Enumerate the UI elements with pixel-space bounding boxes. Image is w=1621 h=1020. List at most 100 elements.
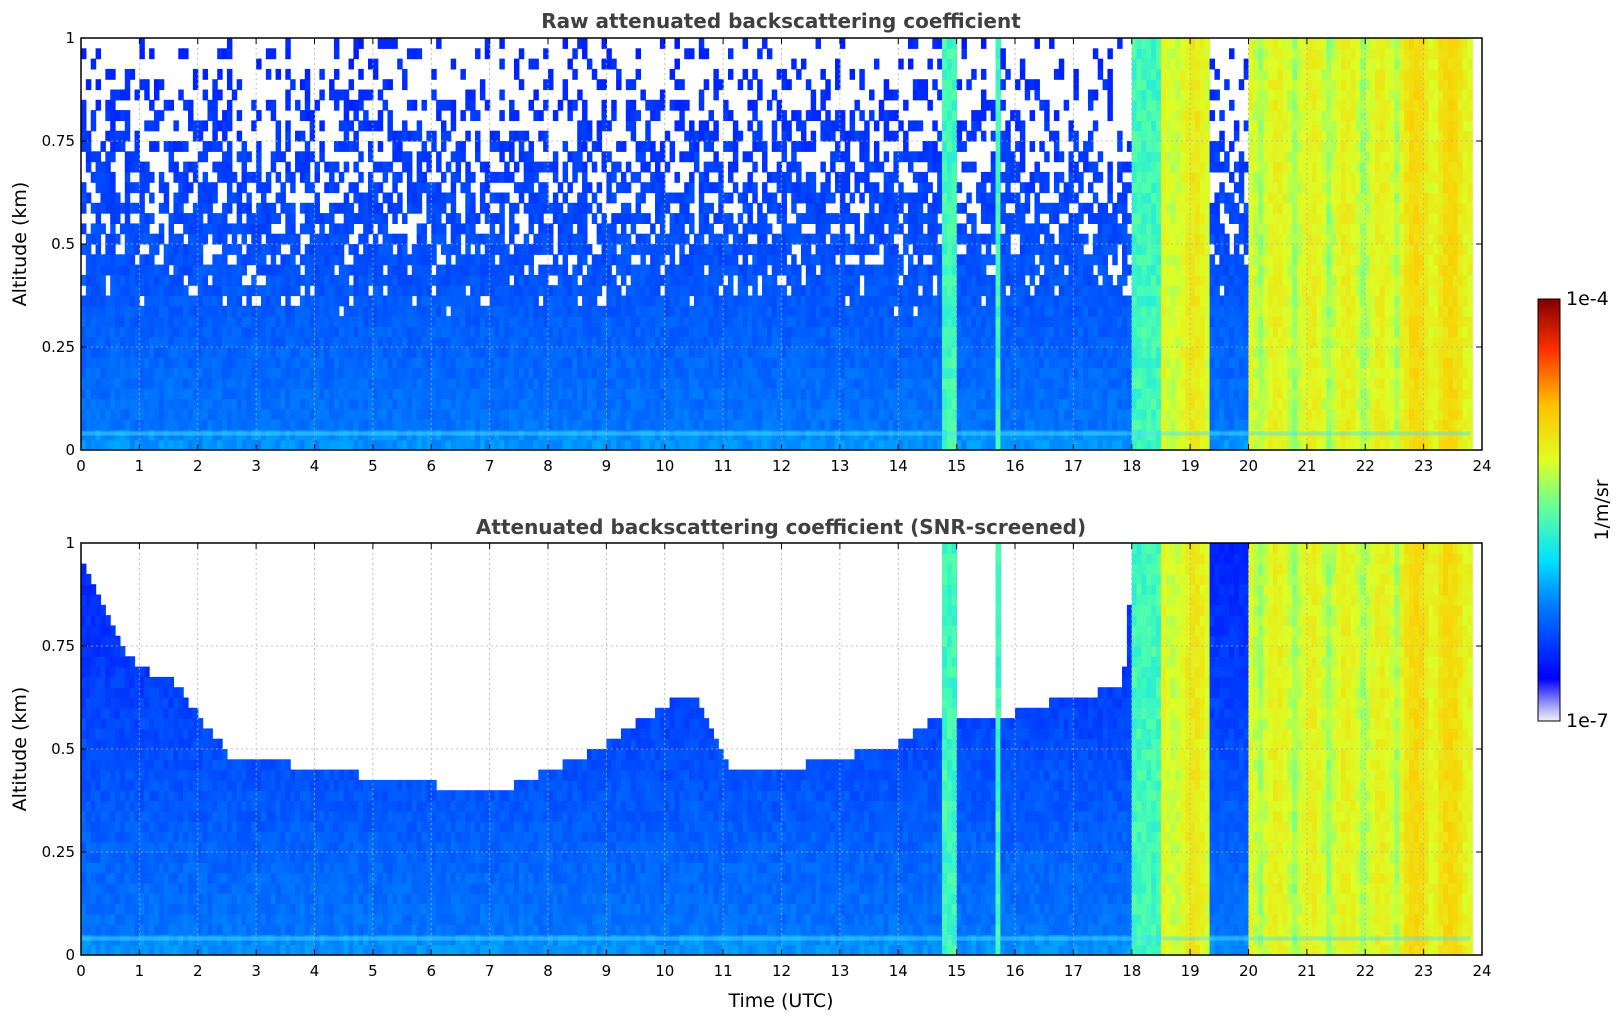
heatmap-cell [907,213,914,224]
heatmap-cell [499,254,505,266]
heatmap-cell [659,408,666,420]
heatmap-cell [178,377,184,389]
heatmap-cell [285,48,291,60]
heatmap-cell [664,388,671,400]
heatmap-cell [163,316,170,327]
heatmap-cell [810,110,817,121]
heatmap-cell [635,357,642,369]
heatmap-cell [664,316,671,327]
heatmap-cell [406,357,413,369]
heatmap-cell [533,429,539,441]
heatmap-cell [922,295,929,307]
heatmap-cell [489,367,496,379]
heatmap-cell [251,120,257,132]
heatmap-cell [655,151,661,163]
heatmap-cell [737,429,744,441]
heatmap-cell [285,439,291,450]
heatmap-cell [669,254,676,266]
heatmap-cell [873,388,880,400]
heatmap-cell [849,377,856,389]
heatmap-cell [523,316,530,327]
heatmap-cell [173,285,179,297]
heatmap-cell [226,388,233,400]
heatmap-cell [674,192,680,204]
heatmap-cell [766,274,773,286]
heatmap-cell [698,336,705,348]
heatmap-cell [231,377,238,389]
heatmap-cell [256,264,262,276]
heatmap-cell [776,233,783,245]
heatmap-cell [830,347,836,358]
heatmap-cell [645,130,651,142]
heatmap-cell [689,377,695,389]
heatmap-cell [864,429,870,441]
heatmap-cell [197,151,204,163]
heatmap-cell [664,295,671,307]
heatmap-cell [460,439,466,450]
heatmap-cell [873,192,880,204]
heatmap-cell [411,439,418,450]
heatmap-cell [835,419,841,430]
heatmap-cell [893,367,899,379]
heatmap-cell [372,264,379,276]
heatmap-cell [582,274,588,286]
heatmap-cell [285,274,291,286]
heatmap-cell [796,68,802,80]
heatmap-cell [280,233,286,245]
heatmap-cell [202,377,209,389]
heatmap-cell [168,336,175,348]
heatmap-cell [95,244,102,255]
heatmap-cell [937,264,943,276]
heatmap-cell [582,377,588,389]
heatmap-cell [436,357,442,369]
heatmap-cell [917,151,924,163]
heatmap-cell [825,192,831,204]
heatmap-cell [324,429,330,441]
heatmap-cell [825,79,831,91]
heatmap-cell [596,388,603,400]
heatmap-cell [854,326,860,338]
heatmap-cell [835,357,841,369]
heatmap-cell [124,171,131,183]
heatmap-cell [90,295,97,307]
heatmap-cell [786,182,792,194]
heatmap-cell [830,388,836,400]
heatmap-cell [907,233,914,245]
heatmap-cell [124,326,131,338]
heatmap-cell [489,274,496,286]
heatmap-cell [635,68,642,80]
heatmap-cell [645,439,651,450]
heatmap-cell [450,419,457,430]
heatmap-cell [197,264,204,276]
heatmap-cell [878,213,885,224]
heatmap-cell [528,408,534,420]
heatmap-cell [188,295,194,307]
heatmap-cell [942,151,948,163]
heatmap-cell [640,192,646,204]
heatmap-cell [601,120,607,132]
heatmap-cell [309,233,316,245]
heatmap-cell [363,233,369,245]
heatmap-cell [888,244,894,255]
heatmap-cell [270,233,277,245]
heatmap-cell [489,388,496,400]
heatmap-cell [100,223,106,235]
heatmap-cell [275,274,282,286]
heatmap-cell [197,213,204,224]
heatmap-cell [796,192,802,204]
heatmap-cell [513,347,520,358]
heatmap-cell [757,367,763,379]
heatmap-cell [158,171,165,183]
heatmap-cell [222,429,228,441]
heatmap-cell [912,326,919,338]
heatmap-cell [635,244,642,255]
heatmap-cell [450,213,457,224]
heatmap-cell [805,254,812,266]
heatmap-cell [333,89,340,101]
heatmap-cell [552,388,559,400]
heatmap-cell [475,110,481,121]
heatmap-cell [265,213,272,224]
heatmap-cell [178,213,184,224]
heatmap-cell [197,274,204,286]
heatmap-cell [402,419,408,430]
